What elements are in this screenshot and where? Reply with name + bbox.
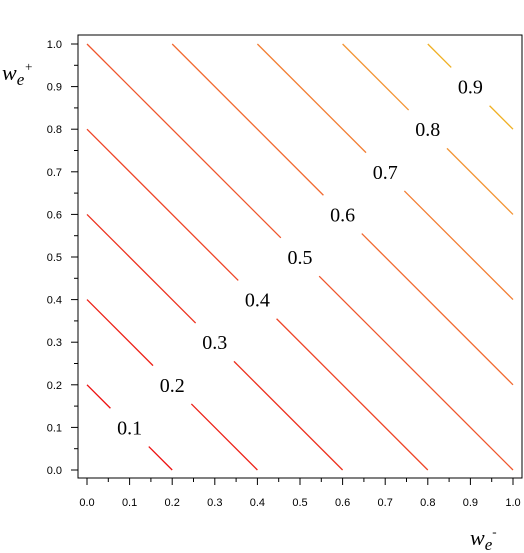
x-tick-label: 0.7 bbox=[378, 497, 393, 509]
contour-line-0.8-seg-1 bbox=[342, 43, 410, 111]
x-tick-label: 0.9 bbox=[463, 497, 478, 509]
x-tick-label: 0.0 bbox=[79, 497, 94, 509]
x-axis-title: we- bbox=[470, 524, 497, 553]
contour-line-0.3-seg-1 bbox=[86, 213, 197, 324]
y-axis-title: we+ bbox=[2, 59, 33, 89]
contour-line-0.2-seg-1 bbox=[86, 299, 154, 367]
contour-label-0.1: 0.1 bbox=[117, 417, 142, 439]
contour-line-0.9-seg-2 bbox=[489, 105, 514, 130]
contour-label-0.7: 0.7 bbox=[373, 162, 398, 184]
contour-label-0.3: 0.3 bbox=[202, 332, 227, 354]
contour-line-0.9-seg-1 bbox=[427, 43, 452, 68]
y-tick-label: 0.1 bbox=[47, 422, 62, 434]
contour-label-0.2: 0.2 bbox=[160, 375, 185, 397]
contour-label-0.6: 0.6 bbox=[330, 204, 355, 226]
x-tick-label: 0.8 bbox=[420, 497, 435, 509]
y-tick-label: 0.6 bbox=[47, 209, 62, 221]
x-tick-label: 0.5 bbox=[292, 497, 307, 509]
y-tick-label: 0.5 bbox=[47, 252, 62, 264]
y-tick-label: 1.0 bbox=[47, 39, 62, 51]
contour-line-0.3-seg-2 bbox=[233, 360, 344, 471]
x-tick-label: 0.1 bbox=[122, 497, 137, 509]
y-axis-ticks: 0.0 0.1 0.2 0.3 0.4 0.5 0.6 0.7 0.8 0.9 1.0 bbox=[47, 39, 78, 477]
x-tick-label: 0.2 bbox=[165, 497, 180, 509]
x-tick-label: 0.3 bbox=[207, 497, 222, 509]
y-tick-label: 0.4 bbox=[47, 295, 62, 307]
contour-label-0.4: 0.4 bbox=[245, 290, 270, 312]
x-tick-label: 0.4 bbox=[250, 497, 265, 509]
y-tick-label: 0.3 bbox=[47, 337, 62, 349]
contour-line-0.2-seg-2 bbox=[190, 403, 258, 471]
x-axis-ticks: 0.0 0.1 0.2 0.3 0.4 0.5 0.6 0.7 0.8 0.9 1.0 bbox=[79, 478, 521, 509]
y-tick-label: 0.8 bbox=[47, 124, 62, 136]
contour-line-0.1-seg-2 bbox=[148, 446, 173, 471]
contour-line-0.7-seg-2 bbox=[403, 190, 514, 301]
y-tick-label: 0.0 bbox=[47, 465, 62, 477]
contour-labels: 0.1 0.2 0.3 0.4 0.5 0.6 0.7 0.8 0.9 bbox=[117, 77, 483, 440]
contour-line-0.4-seg-2 bbox=[276, 318, 429, 471]
contour-line-0.4-seg-1 bbox=[86, 128, 239, 281]
x-tick-label: 1.0 bbox=[505, 497, 520, 509]
contour-label-0.9: 0.9 bbox=[458, 77, 483, 99]
y-tick-label: 0.7 bbox=[47, 167, 62, 179]
contour-label-0.8: 0.8 bbox=[415, 119, 440, 141]
contour-line-0.6-seg-2 bbox=[361, 233, 514, 386]
contour-line-0.8-seg-2 bbox=[446, 147, 514, 215]
contour-line-0.1-seg-1 bbox=[86, 384, 111, 409]
y-tick-label: 0.9 bbox=[47, 82, 62, 94]
y-tick-label: 0.2 bbox=[47, 380, 62, 392]
contour-lines bbox=[86, 43, 514, 471]
contour-line-0.5-seg-2 bbox=[318, 275, 514, 471]
contour-label-0.5: 0.5 bbox=[288, 247, 313, 269]
contour-line-0.6-seg-1 bbox=[171, 43, 324, 196]
x-tick-label: 0.6 bbox=[335, 497, 350, 509]
contour-line-0.5-seg-1 bbox=[86, 43, 282, 239]
contour-line-0.7-seg-1 bbox=[256, 43, 367, 154]
